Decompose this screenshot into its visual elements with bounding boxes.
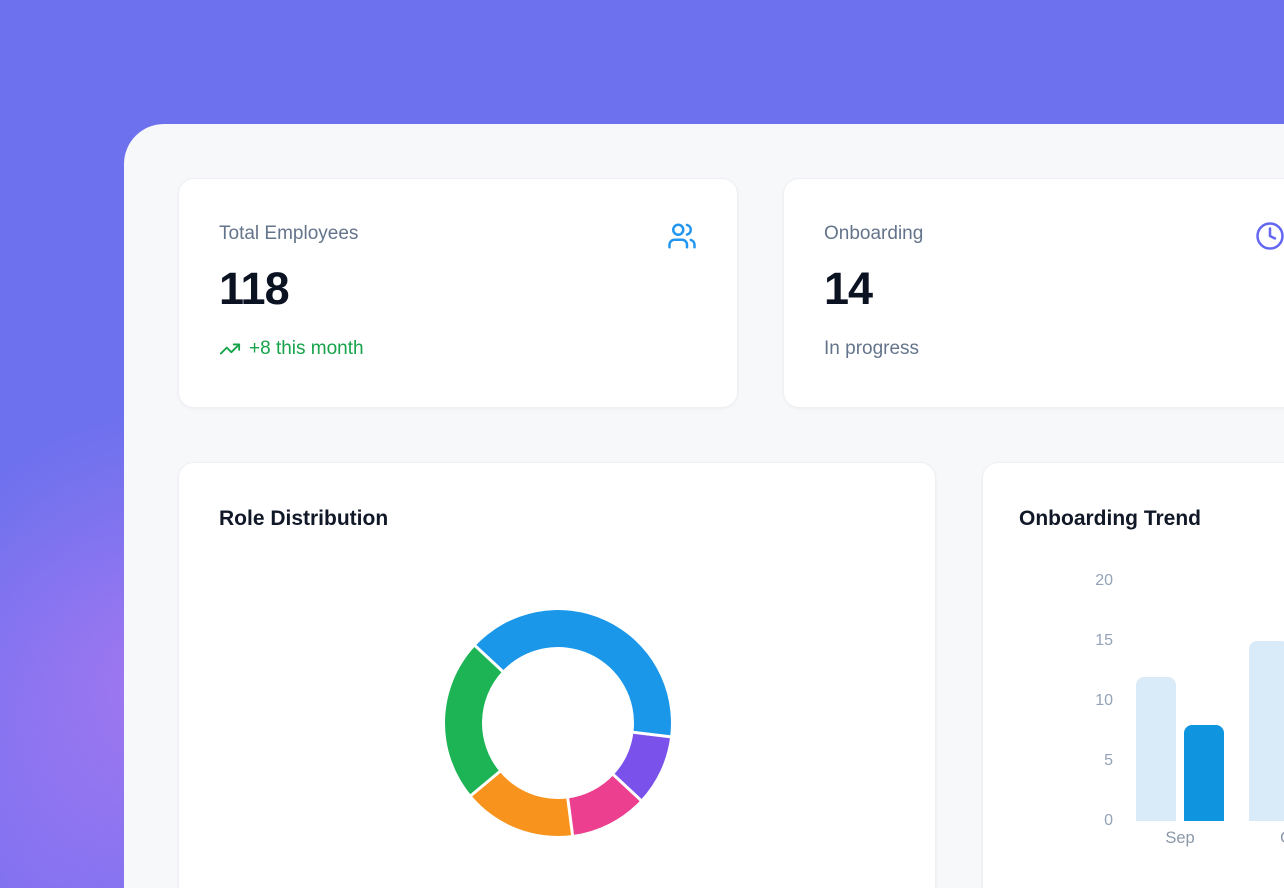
dashboard-panel: Total Employees 118 +8 this month Onboar… [124,124,1284,888]
stat-label: Total Employees [219,223,359,244]
donut-segment-gap [631,730,673,739]
bar-light-Sep [1136,677,1176,821]
stat-card-onboarding: Onboarding 14 In progress [783,178,1284,408]
y-axis-tick: 0 [1104,812,1113,829]
stat-label: Onboarding [824,223,924,244]
bar-light-Oct [1249,641,1284,821]
donut-segment-segment-5 [445,645,503,796]
y-axis-tick: 20 [1095,572,1113,589]
donut-segment-segment-3 [567,774,641,836]
clock-icon [1255,221,1284,251]
stat-note: In progress [824,338,919,360]
donut-segment-gap [472,643,505,674]
users-icon [667,221,697,251]
trending-up-icon [219,338,241,360]
stat-value: 14 [824,263,873,314]
donut-segment-segment-2 [613,732,671,801]
onboarding-trend-chart: 0 5 10 15 20 Sep Oct [983,463,1284,888]
y-axis-tick: 10 [1095,692,1113,709]
y-axis-tick: 15 [1095,632,1113,649]
x-axis-label: Sep [1165,829,1195,847]
chart-title: Onboarding Trend [1019,507,1201,530]
donut-segment-segment-4 [471,771,573,836]
donut-segment-gap [468,769,503,798]
onboarding-trend-card: Onboarding Trend 0 5 10 15 20 Sep Oct [982,462,1284,888]
chart-title: Role Distribution [219,507,389,530]
stat-card-total-employees: Total Employees 118 +8 this month [178,178,738,408]
donut-segment-gap [566,796,575,838]
y-axis-tick: 5 [1104,752,1113,769]
role-distribution-card: Role Distribution [178,462,936,888]
donut-segment-segment-1 [475,610,671,737]
x-axis-label: Oct [1253,829,1284,848]
bar-dark-Sep [1184,725,1224,821]
stat-note-text: In progress [824,338,920,359]
donut-segment-gap [611,772,644,803]
stat-value: 118 [219,263,290,314]
stat-delta-text: +8 this month [249,338,364,359]
stat-delta: +8 this month [219,338,364,360]
role-distribution-donut [445,610,673,838]
